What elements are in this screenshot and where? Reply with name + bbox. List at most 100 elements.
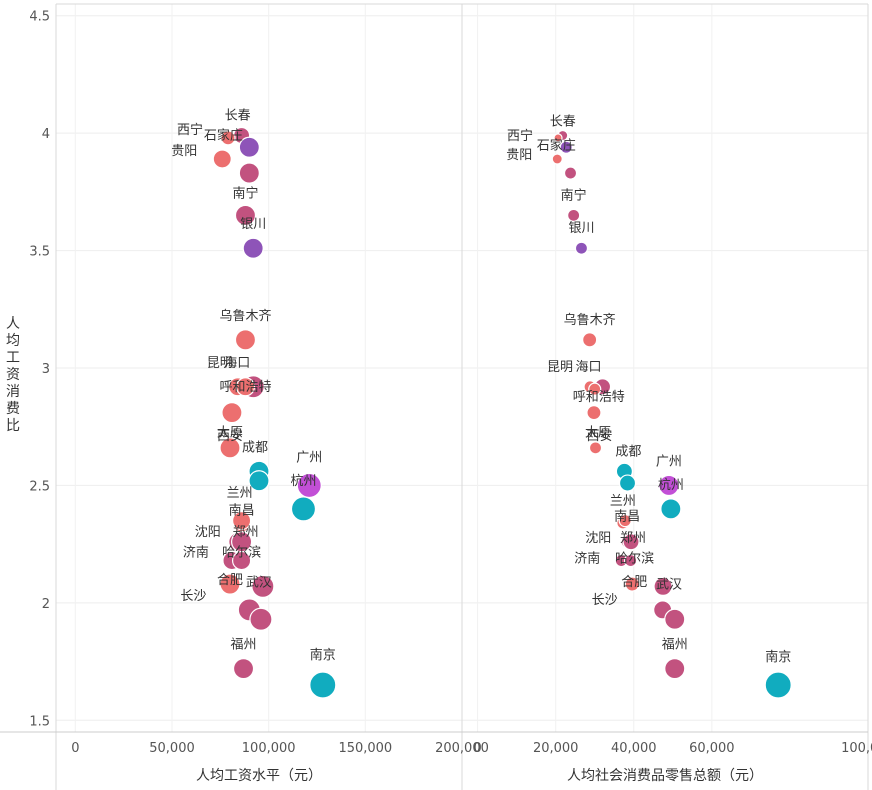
data-label: 济南 [574,551,600,567]
y-tick-label: 2 [42,597,50,612]
data-point [219,573,241,595]
data-label: 武汉 [656,577,682,592]
data-point [588,441,603,455]
data-label: 乌鲁木齐 [219,308,271,324]
data-point [212,149,232,169]
data-point [624,553,638,568]
x-tick-label: 100,000 [841,741,872,756]
data-label: 福州 [231,638,257,653]
data-label: 哈尔滨 [615,551,654,567]
y-tick-label: 3 [42,362,50,377]
x-tick-label: 0 [473,741,481,756]
data-label: 石家庄 [204,127,243,143]
data-point [219,437,241,459]
x-tick-label: 60,000 [689,741,735,756]
data-label: 广州 [296,450,322,465]
x-tick-label: 50,000 [149,741,195,756]
x-tick-label: 0 [71,741,79,756]
data-point [220,130,236,146]
y-tick-label: 2.5 [29,479,50,494]
data-point [764,671,792,699]
y-tick-label: 4 [42,127,50,142]
data-label: 郑州 [620,531,646,546]
data-point [653,576,673,597]
data-label: 南宁 [561,187,587,203]
data-label: 贵阳 [506,148,532,163]
data-point [221,402,243,424]
data-label: 合肥 [621,575,647,590]
data-point [553,133,563,143]
data-label: 沈阳 [195,525,221,540]
point-layer [212,126,792,699]
data-label: 银川 [568,221,594,236]
data-label: 长春 [550,115,576,130]
x-tick-label: 100,000 [242,741,296,756]
data-point [248,470,270,492]
data-label: 呼和浩特 [219,380,271,395]
data-label: 太原 [585,426,611,441]
data-label: 兰州 [227,486,253,501]
data-label: 长沙 [592,593,618,608]
data-label: 兰州 [610,494,636,509]
data-label: 西宁 [177,122,203,138]
x-tick-label: 40,000 [611,741,657,756]
data-label: 南京 [765,649,791,665]
x-axis-label: 人均工资水平（元） [196,768,322,784]
data-point [582,332,598,348]
data-label: 昆明 [547,360,573,375]
data-point [251,574,275,599]
data-point [624,576,640,592]
data-label: 石家庄 [537,137,576,153]
data-label: 南昌 [229,503,255,519]
data-point [567,208,581,222]
x-tick-label: 150,000 [338,741,392,756]
data-label: 合肥 [217,573,243,588]
data-point [238,162,260,184]
x-tick-label: 20,000 [533,741,579,756]
data-label: 杭州 [658,478,684,493]
data-point [588,382,602,396]
data-point [563,166,578,180]
data-point [664,657,686,680]
data-point [586,405,602,421]
data-point [658,474,680,497]
data-label: 广州 [656,454,682,469]
data-point [559,140,573,154]
data-label: 南京 [310,647,336,663]
y-axis-label: 人均工资消费比 [6,316,20,434]
data-point [622,533,640,551]
data-point [660,498,682,520]
data-label: 福州 [662,638,688,653]
frame-layer [0,3,869,790]
data-label: 杭州 [290,474,316,489]
data-point [232,511,252,531]
x-axis-label: 人均社会消费品零售总额（元） [567,768,763,784]
axis-layer: 4.5 4 3.5 3 2.5 2 1.5 人均工资消费比 0 50,000 100,000 150,… [6,10,872,784]
y-tick-label: 3.5 [29,245,50,260]
y-tick-label: 1.5 [29,714,50,729]
x-tick-label: 200,000 [435,741,489,756]
data-point [242,237,264,259]
data-label: 长春 [225,109,251,124]
y-tick-label: 4.5 [29,10,50,25]
data-label: 沈阳 [585,531,611,546]
data-point [618,514,632,528]
data-label: 太原 [217,426,243,441]
data-point [249,607,273,631]
data-label: 济南 [183,545,209,561]
data-point [232,550,252,571]
data-label: 哈尔滨 [222,545,261,561]
data-point [574,241,589,255]
data-point [238,136,260,158]
data-point [290,496,317,522]
data-point [235,377,256,397]
data-label: 贵阳 [171,144,197,159]
data-label: 海口 [576,360,602,375]
data-label: 成都 [615,444,641,459]
data-label: 长沙 [180,589,206,604]
data-label: 西宁 [507,128,533,144]
data-label: 呼和浩特 [573,390,625,405]
